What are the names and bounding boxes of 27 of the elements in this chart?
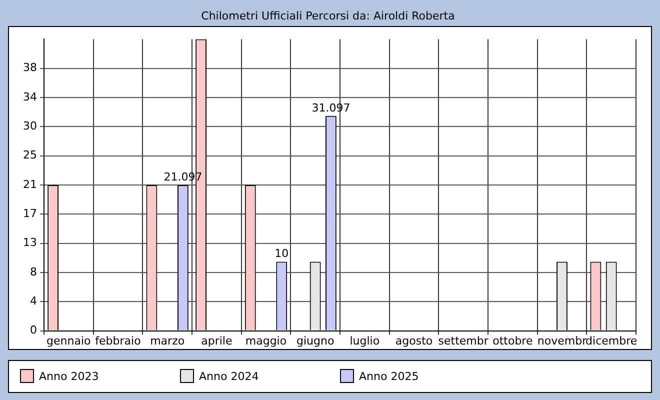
- chart-title: Chilometri Ufficiali Percorsi da: Airoldi Roberta: [201, 9, 455, 22]
- data-label: 10: [274, 247, 289, 260]
- y-tick-label: 30: [22, 120, 37, 133]
- x-tick-label: agosto: [395, 334, 433, 348]
- x-tick-label: novembr: [537, 334, 588, 348]
- y-tick-label: 21: [22, 178, 37, 191]
- y-tick-label: 13: [22, 236, 37, 250]
- x-tick-label: luglio: [350, 334, 380, 348]
- x-tick-label: ottobre: [492, 334, 533, 348]
- x-tick-label: marzo: [150, 334, 185, 348]
- y-tick-label: 4: [30, 294, 37, 308]
- y-tick-label: 34: [22, 90, 37, 104]
- legend-label: Anno 2023: [39, 370, 99, 382]
- x-tick-label: aprile: [201, 334, 232, 348]
- y-tick-label: 8: [30, 265, 37, 278]
- x-tick-label: settembr: [438, 334, 489, 348]
- x-tick-label: maggio: [245, 334, 287, 348]
- x-tick-label: dicembre: [586, 334, 638, 348]
- y-tick-label: 0: [30, 324, 37, 337]
- y-tick-label: 38: [22, 61, 37, 74]
- legend-label: Anno 2024: [199, 370, 259, 382]
- legend-label: Anno 2025: [359, 370, 419, 382]
- x-tick-label: giugno: [296, 334, 334, 348]
- x-tick-label: gennaio: [46, 334, 92, 348]
- y-tick-label: 25: [22, 148, 37, 162]
- x-tick-label: febbraio: [95, 334, 142, 348]
- y-tick-label: 17: [22, 207, 37, 220]
